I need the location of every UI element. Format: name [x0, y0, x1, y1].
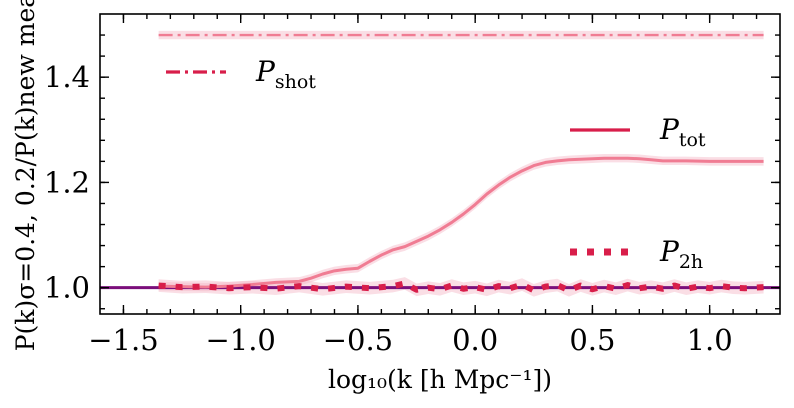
plot-frame: [99, 13, 781, 315]
legend-label-P_shot: Pshot: [255, 55, 316, 93]
y-tick-label: 1.4: [44, 60, 90, 94]
legend-label-sub: shot: [275, 71, 316, 93]
y-tick-label: 1.0: [44, 271, 90, 305]
x-tick-label: −1.0: [205, 323, 275, 357]
legend-label-P_2h: P2h: [659, 235, 703, 273]
legend-label-main: P: [659, 235, 680, 268]
tick-labels: −1.5 −1.0 −0.5 0.0 0.5 1.0 1.0 1.2 1.4: [44, 60, 733, 357]
axis-ticks: [100, 14, 780, 314]
legend-label-P_tot: Ptot: [659, 113, 706, 151]
x-axis-label: log₁₀(k [h Mpc⁻¹]): [328, 365, 552, 394]
line-P_2h: [158, 280, 764, 294]
series-lines: [158, 33, 764, 294]
band-P_tot: [158, 154, 764, 292]
y-tick-label: 1.2: [44, 165, 90, 199]
x-tick-label: 0.5: [569, 323, 615, 357]
x-tick-label: −1.5: [88, 323, 158, 357]
legend-label-main: P: [255, 55, 276, 88]
line-P_tot: [158, 156, 764, 289]
legend-label-sub: 2h: [679, 251, 703, 273]
x-tick-label: 0.0: [452, 323, 498, 357]
x-tick-label: 1.0: [687, 323, 733, 357]
legend-label-main: P: [659, 113, 680, 146]
legend-label-sub: tot: [679, 129, 706, 151]
y-axis-label: P(k)σ=0.4, 0.2/P(k)new mean: [11, 0, 40, 351]
x-tick-label: −0.5: [323, 323, 393, 357]
